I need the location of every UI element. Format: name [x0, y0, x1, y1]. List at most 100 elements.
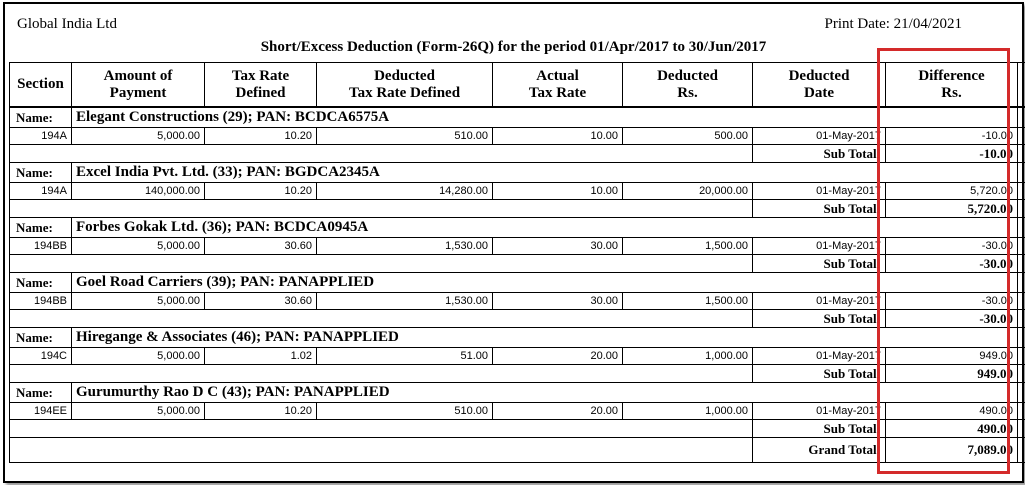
party-name: Forbes Gokak Ltd. (36); PAN: BCDCA0945A: [71, 217, 886, 238]
report-body: Name: Elegant Constructions (29); PAN: BC…: [9, 106, 1025, 463]
col-header-section: Section: [9, 62, 72, 108]
subtotal-blank: [1017, 254, 1025, 273]
cell-amount: 5,000.00: [71, 237, 205, 255]
cell-tax-rate-defined: 30.60: [204, 292, 317, 310]
name-label: Name:: [9, 382, 72, 403]
cell-date: 01-May-2017: [752, 347, 886, 365]
grand-total-value: 7,089.00: [885, 437, 1018, 463]
subtotal-blank: [1017, 364, 1025, 383]
cell-actual-rate: 10.00: [492, 127, 623, 145]
report-title: Short/Excess Deduction (Form-26Q) for th…: [260, 39, 767, 55]
table-row: 194A 5,000.00 10.20 510.00 10.00 500.00 01-May…: [9, 127, 1025, 145]
cell-blank: [1017, 347, 1025, 365]
cell-date: 01-May-2017: [752, 127, 886, 145]
table-row: 194BB 5,000.00 30.60 1,530.00 30.00 1,500.00 0…: [9, 292, 1025, 310]
cell-blank: [1017, 237, 1025, 255]
cell-blank: [1017, 292, 1025, 310]
table-row: 194BB 5,000.00 30.60 1,530.00 30.00 1,500.00 0…: [9, 237, 1025, 255]
print-date: Print Date: 21/04/2021: [824, 16, 963, 32]
col-header-blank: [1017, 62, 1025, 108]
name-row-difference-cell: [885, 106, 1018, 128]
cell-deducted-defined: 510.00: [316, 127, 493, 145]
subtotal-label: Sub Total:: [752, 199, 886, 218]
party-name: Goel Road Carriers (39); PAN: PANAPPLIED: [71, 272, 886, 293]
cell-section: 194BB: [9, 292, 72, 310]
cell-deducted-defined: 1,530.00: [316, 292, 493, 310]
name-row-difference-cell: [885, 272, 1018, 293]
cell-difference: -10.00: [885, 127, 1018, 145]
cell-date: 01-May-2017: [752, 182, 886, 200]
cell-section: 194C: [9, 347, 72, 365]
cell-deducted-rs: 500.00: [622, 127, 753, 145]
col-header-amount: Amount of Payment: [71, 62, 205, 108]
party-name-row: Name: Gurumurthy Rao D C (43); PAN: PANAP…: [9, 382, 1025, 403]
subtotal-label: Sub Total:: [752, 144, 886, 163]
grand-total-spacer: [9, 437, 753, 463]
subtotal-spacer: [9, 419, 753, 438]
subtotal-label: Sub Total:: [752, 254, 886, 273]
subtotal-blank: [1017, 144, 1025, 163]
subtotal-label: Sub Total:: [752, 419, 886, 438]
cell-tax-rate-defined: 10.20: [204, 402, 317, 420]
name-row-blank-cell: [1017, 327, 1025, 348]
party-name-row: Name: Elegant Constructions (29); PAN: BC…: [9, 106, 1025, 128]
col-header-actual-tax-rate: Actual Tax Rate: [492, 62, 623, 108]
name-row-blank-cell: [1017, 106, 1025, 128]
name-row-difference-cell: [885, 162, 1018, 183]
cell-deducted-defined: 14,280.00: [316, 182, 493, 200]
cell-actual-rate: 30.00: [492, 237, 623, 255]
subtotal-row: Sub Total: -10.00: [9, 144, 1025, 163]
cell-difference: -30.00: [885, 237, 1018, 255]
cell-deducted-defined: 510.00: [316, 402, 493, 420]
cell-actual-rate: 10.00: [492, 182, 623, 200]
cell-amount: 5,000.00: [71, 127, 205, 145]
cell-amount: 140,000.00: [71, 182, 205, 200]
subtotal-spacer: [9, 144, 753, 163]
cell-blank: [1017, 402, 1025, 420]
cell-date: 01-May-2017: [752, 237, 886, 255]
subtotal-blank: [1017, 419, 1025, 438]
cell-deducted-rs: 20,000.00: [622, 182, 753, 200]
subtotal-spacer: [9, 364, 753, 383]
cell-deducted-defined: 1,530.00: [316, 237, 493, 255]
subtotal-blank: [1017, 199, 1025, 218]
subtotal-blank: [1017, 309, 1025, 328]
col-header-difference: Difference Rs.: [885, 62, 1018, 108]
cell-difference: -30.00: [885, 292, 1018, 310]
name-row-difference-cell: [885, 382, 1018, 403]
party-name-row: Name: Hiregange & Associates (46); PAN: P…: [9, 327, 1025, 348]
col-header-tax-rate-defined: Tax Rate Defined: [204, 62, 317, 108]
name-row-blank-cell: [1017, 272, 1025, 293]
cell-tax-rate-defined: 30.60: [204, 237, 317, 255]
party-name: Hiregange & Associates (46); PAN: PANAPP…: [71, 327, 886, 348]
cell-tax-rate-defined: 10.20: [204, 182, 317, 200]
grand-total-label: Grand Total:: [752, 437, 886, 463]
subtotal-row: Sub Total: -30.00: [9, 309, 1025, 328]
name-row-difference-cell: [885, 217, 1018, 238]
name-row-blank-cell: [1017, 217, 1025, 238]
cell-deducted-rs: 1,500.00: [622, 292, 753, 310]
cell-blank: [1017, 127, 1025, 145]
cell-difference: 949.00: [885, 347, 1018, 365]
subtotal-value: 949.00: [885, 364, 1018, 383]
col-header-deducted-date: Deducted Date: [752, 62, 886, 108]
table-header-row: Section Amount of Payment Tax Rate Defined…: [9, 62, 1025, 108]
cell-amount: 5,000.00: [71, 292, 205, 310]
subtotal-spacer: [9, 199, 753, 218]
name-row-blank-cell: [1017, 382, 1025, 403]
cell-deducted-rs: 1,000.00: [622, 402, 753, 420]
cell-deducted-defined: 51.00: [316, 347, 493, 365]
company-name: Global India Ltd: [17, 16, 117, 32]
cell-section: 194EE: [9, 402, 72, 420]
name-row-blank-cell: [1017, 162, 1025, 183]
col-header-deducted-tax-defined: Deducted Tax Rate Defined: [316, 62, 493, 108]
party-name: Elegant Constructions (29); PAN: BCDCA65…: [71, 106, 886, 128]
subtotal-label: Sub Total:: [752, 364, 886, 383]
subtotal-row: Sub Total: 490.00: [9, 419, 1025, 438]
cell-difference: 490.00: [885, 402, 1018, 420]
subtotal-row: Sub Total: 5,720.00: [9, 199, 1025, 218]
party-name: Excel India Pvt. Ltd. (33); PAN: BGDCA23…: [71, 162, 886, 183]
grand-total-row: Grand Total: 7,089.00: [9, 437, 1025, 463]
cell-date: 01-May-2017: [752, 402, 886, 420]
party-name-row: Name: Excel India Pvt. Ltd. (33); PAN: BG…: [9, 162, 1025, 183]
